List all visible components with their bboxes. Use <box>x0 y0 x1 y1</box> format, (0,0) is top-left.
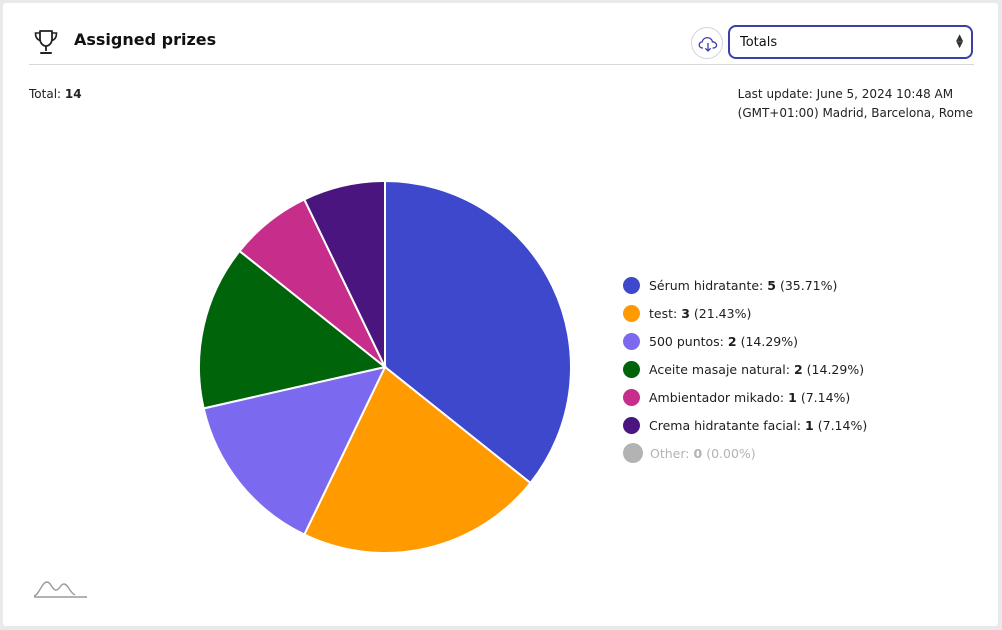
legend-label: 500 puntos: <box>649 333 724 349</box>
legend-value: 1 <box>805 417 814 433</box>
totals-select[interactable]: Totals ▲ ▼ <box>728 25 973 59</box>
last-update-line2: (GMT+01:00) Madrid, Barcelona, Rome <box>737 106 973 120</box>
card-title: Assigned prizes <box>74 30 217 49</box>
download-button[interactable] <box>691 27 723 59</box>
card-header: Assigned prizes Totals ▲ ▼ <box>3 3 998 65</box>
legend-swatch <box>623 360 640 378</box>
legend-value: 1 <box>788 389 797 405</box>
legend-swatch <box>623 416 640 434</box>
legend-label: Sérum hidratante: <box>649 277 764 293</box>
legend-swatch <box>623 332 640 350</box>
assigned-prizes-card: Assigned prizes Totals ▲ ▼ Total: 14 Last… <box>3 3 998 626</box>
header-divider <box>29 64 974 65</box>
legend-item[interactable]: Ambientador mikado: 1 (7.14%) <box>623 383 867 411</box>
pie-slice-0[interactable] <box>384 179 572 485</box>
pie-chart <box>198 179 572 554</box>
legend-label: Crema hidratante facial: <box>649 417 802 433</box>
legend-swatch <box>623 388 640 406</box>
total-value: 14 <box>64 87 82 101</box>
legend-value: 2 <box>727 333 737 349</box>
legend-swatch <box>623 304 640 322</box>
legend-label: Aceite masaje natural: <box>649 361 790 377</box>
pie-slice-3[interactable] <box>198 249 388 410</box>
pie-slice-1[interactable] <box>302 365 532 554</box>
last-update-line1: Last update: June 5, 2024 10:48 AM <box>737 87 954 101</box>
legend-value: 0 <box>693 445 703 461</box>
cloud-download-icon <box>698 36 718 52</box>
legend-label: Other: <box>650 445 690 461</box>
legend-label: test: <box>649 305 678 321</box>
legend-swatch <box>623 276 640 294</box>
select-value: Totals <box>740 35 778 50</box>
pie-slice-5[interactable] <box>302 179 386 368</box>
legend-value: 5 <box>767 277 776 293</box>
legend-item[interactable]: Crema hidratante facial: 1 (7.14%) <box>623 411 867 439</box>
legend-percent: (14.29%) <box>740 333 799 349</box>
legend-item[interactable]: 500 puntos: 2 (14.29%) <box>623 327 867 355</box>
legend-item[interactable]: test: 3 (21.43%) <box>623 299 867 327</box>
legend-value: 3 <box>681 305 690 321</box>
legend-item[interactable]: Sérum hidratante: 5 (35.71%) <box>623 271 867 299</box>
legend-item[interactable]: Aceite masaje natural: 2 (14.29%) <box>623 355 867 383</box>
legend-swatch <box>623 443 643 463</box>
total-summary: Total: 14 <box>29 87 82 101</box>
wave-logo-icon <box>33 581 87 598</box>
legend-percent: (35.71%) <box>779 277 838 293</box>
legend-percent: (0.00%) <box>706 445 756 461</box>
pie-slice-2[interactable] <box>202 365 387 536</box>
legend-label: Ambientador mikado: <box>649 389 785 405</box>
legend-percent: (21.43%) <box>693 305 752 321</box>
legend-item[interactable]: Other: 0 (0.00%) <box>623 439 867 467</box>
last-update: Last update: June 5, 2024 10:48 AM (GMT+… <box>738 85 973 123</box>
total-label: Total: <box>29 87 62 101</box>
chart-legend: Sérum hidratante: 5 (35.71%) test: 3 (21.43%)… <box>623 271 867 467</box>
legend-percent: (7.14%) <box>800 389 851 405</box>
select-arrows-icon: ▲ ▼ <box>956 33 963 50</box>
trophy-icon <box>34 30 58 54</box>
legend-percent: (14.29%) <box>806 361 865 377</box>
legend-percent: (7.14%) <box>817 417 868 433</box>
legend-value: 2 <box>793 361 803 377</box>
